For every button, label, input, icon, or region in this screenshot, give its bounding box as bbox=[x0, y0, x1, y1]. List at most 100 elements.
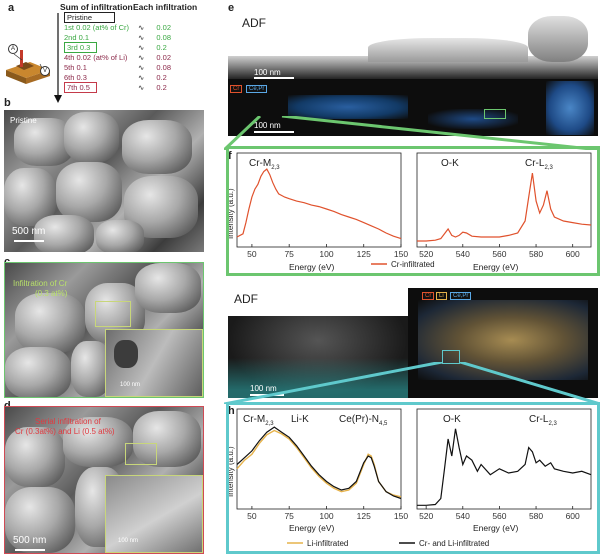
spectrum-region-box bbox=[442, 350, 460, 364]
sem-inset-cr-li: 100 nm bbox=[105, 475, 203, 553]
scale-bar-label: 500 nm bbox=[13, 535, 47, 546]
scale-bar bbox=[15, 549, 45, 551]
x-tick-label: 100 bbox=[319, 511, 333, 521]
step-text: 7th 0.5 bbox=[64, 82, 97, 93]
timeline-arrow bbox=[54, 13, 62, 103]
legend-cepr: Ce,Pr bbox=[246, 85, 268, 93]
legend-li: Li bbox=[436, 292, 447, 300]
each-infiltration-column: ∿ 0.02 ∿ 0.08 ∿ 0.2 ∿ 0.02 ∿ 0.08 ∿ 0.2 … bbox=[138, 23, 171, 92]
step-text: 1st 0.02 (at% of Cr) bbox=[64, 23, 130, 32]
x-tick-label: 125 bbox=[357, 249, 371, 259]
eds-map-crli: Cr Li Ce,Pr bbox=[408, 288, 598, 398]
x-tick-label: 560 bbox=[492, 511, 506, 521]
annotation-o-k: O-K bbox=[443, 414, 461, 425]
adf-title: ADF bbox=[242, 16, 266, 30]
step-text: 5th 0.1 bbox=[64, 63, 87, 72]
cr-title: Infiltration of Cr bbox=[13, 279, 68, 288]
plot-area-h-left bbox=[236, 408, 402, 510]
y-axis-label: Intensity (a.u.) bbox=[229, 446, 235, 497]
x-axis-label: Energy (eV) bbox=[473, 262, 519, 272]
panel-f-label: f bbox=[228, 150, 232, 162]
scale-bar-label: 100 nm bbox=[254, 121, 281, 130]
series-cr-li-infiltrated-line bbox=[417, 428, 592, 506]
each-value: 0.2 bbox=[156, 83, 167, 92]
scale-bar bbox=[254, 77, 294, 79]
eds-map-cr: Cr Ce,Pr 100 nm bbox=[228, 79, 598, 136]
x-tick-label: 520 bbox=[419, 249, 433, 259]
annotation-o-k: O-K bbox=[441, 158, 459, 169]
sem-inset-cr: 100 nm bbox=[105, 329, 203, 397]
each-value: 0.08 bbox=[156, 63, 171, 72]
panel-b-label: b bbox=[4, 97, 11, 109]
x-tick-label: 75 bbox=[284, 511, 294, 521]
series-cr-infiltrated-line bbox=[236, 168, 402, 240]
series-cr-infiltrated-line bbox=[417, 173, 592, 242]
adf-image-crli: ADF 100 nm bbox=[228, 288, 408, 398]
each-header: Each infiltration bbox=[133, 2, 198, 12]
x-tick-label: 125 bbox=[357, 511, 371, 521]
pristine-title: Pristine bbox=[10, 116, 37, 125]
x-tick-label: 540 bbox=[456, 249, 470, 259]
scale-bar bbox=[254, 131, 294, 133]
each-value: 0.2 bbox=[156, 73, 167, 82]
panel-a-label: a bbox=[8, 2, 15, 14]
ammeter-symbol: A bbox=[8, 44, 18, 54]
adf-title: ADF bbox=[234, 292, 258, 306]
step-text: 2nd 0.1 bbox=[64, 33, 90, 42]
cr-li-title: Serial infiltration of bbox=[35, 417, 101, 426]
each-value: 0.02 bbox=[156, 23, 171, 32]
scale-bar-label: 500 nm bbox=[12, 226, 46, 237]
x-tick-label: 100 bbox=[319, 249, 333, 259]
panel-e-label: e bbox=[228, 2, 235, 14]
zoom-region-box bbox=[125, 443, 157, 465]
cr-li-subtitle: Cr (0.3at%) and Li (0.5 at%) bbox=[15, 427, 115, 436]
annotation-ce-pr: Ce(Pr)-N4,5 bbox=[339, 414, 388, 427]
x-axis-label: Energy (eV) bbox=[473, 523, 519, 533]
x-tick-label: 50 bbox=[247, 511, 257, 521]
legend-cr-infiltrated: Cr-infiltrated bbox=[391, 260, 435, 269]
inset-scale-label: 100 nm bbox=[118, 538, 139, 544]
cr-subtitle: (0.3 at%) bbox=[35, 289, 68, 298]
y-axis-label: Intensity (a.u.) bbox=[229, 188, 235, 239]
step-text: Pristine bbox=[64, 12, 116, 23]
legend-cr-li-infiltrated: Cr- and Li-infiltrated bbox=[419, 539, 489, 548]
scale-bar-label: 100 nm bbox=[250, 384, 277, 393]
each-value: 0.08 bbox=[156, 33, 171, 42]
x-tick-label: 580 bbox=[529, 511, 543, 521]
each-value: 0.02 bbox=[156, 53, 171, 62]
inset-scale-label: 100 nm bbox=[120, 382, 141, 388]
scale-bar-label: 100 nm bbox=[254, 68, 281, 77]
step-text: 6th 0.3 bbox=[64, 73, 87, 82]
panel-h-frame bbox=[226, 402, 600, 554]
voltmeter-symbol: V bbox=[40, 66, 50, 76]
each-value: 0.2 bbox=[156, 43, 167, 52]
legend-cr: Cr bbox=[422, 292, 435, 300]
x-tick-label: 150 bbox=[394, 511, 408, 521]
panel-h-label: h bbox=[228, 405, 235, 417]
x-tick-label: 600 bbox=[566, 249, 580, 259]
legend-cepr: Ce,Pr bbox=[450, 292, 472, 300]
zoom-lines-e bbox=[224, 116, 600, 150]
spectrum-region-box bbox=[484, 109, 506, 119]
plot-area-f-left bbox=[236, 152, 402, 248]
x-tick-label: 150 bbox=[394, 249, 408, 259]
infiltration-steps: Pristine 1st 0.02 (at% of Cr) 2nd 0.1 3r… bbox=[64, 12, 130, 93]
scale-bar bbox=[14, 240, 44, 242]
sem-image-pristine: Pristine 500 nm bbox=[4, 110, 204, 252]
spectrum-chart-f: Cr-M2,3 O-K Cr-L2,3 50 75 100 125 150 520 540… bbox=[229, 152, 592, 272]
sum-header: Sum of infiltration bbox=[60, 2, 133, 12]
annotation-li-k: Li-K bbox=[291, 414, 309, 425]
x-tick-label: 580 bbox=[529, 249, 543, 259]
x-tick-label: 520 bbox=[419, 511, 433, 521]
panel-f-frame bbox=[226, 146, 600, 276]
step-text: 3rd 0.3 bbox=[64, 42, 98, 53]
zoom-region-box bbox=[95, 301, 131, 327]
x-tick-label: 50 bbox=[247, 249, 257, 259]
x-tick-label: 75 bbox=[284, 249, 294, 259]
x-tick-label: 540 bbox=[456, 511, 470, 521]
step-text: 4th 0.02 (at% of Li) bbox=[64, 53, 128, 62]
sem-image-cr: Infiltration of Cr (0.3 at%) 100 nm bbox=[4, 262, 204, 398]
x-tick-label: 600 bbox=[566, 511, 580, 521]
adf-image-cr: ADF 100 nm bbox=[228, 12, 598, 79]
legend-cr: Cr bbox=[230, 85, 243, 93]
